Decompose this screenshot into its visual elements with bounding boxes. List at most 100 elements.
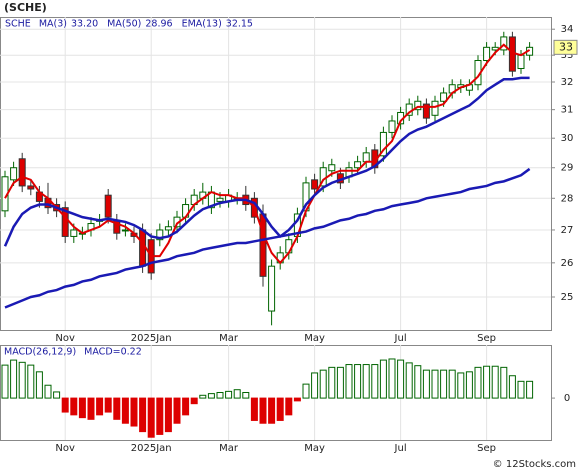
bar — [491, 365, 499, 399]
legend-name: MA(3) — [39, 19, 67, 30]
candle-body — [440, 92, 448, 102]
price-panel — [0, 17, 552, 331]
legend-value: 33.20 — [71, 19, 98, 30]
candle-body — [379, 131, 387, 157]
bar — [70, 397, 78, 416]
bar — [216, 392, 224, 399]
y-tick-label: 30 — [561, 133, 574, 144]
bar — [422, 369, 430, 399]
bar — [440, 369, 448, 399]
legend-name: MA(50) — [107, 19, 141, 30]
bar — [431, 369, 439, 399]
y-tick-label: 0 — [564, 393, 570, 404]
bar — [302, 383, 310, 399]
bar — [336, 366, 344, 399]
bar — [465, 371, 473, 399]
footer: © 12Stocks.com — [493, 459, 576, 470]
bar — [328, 366, 336, 399]
price-tag-box — [553, 39, 578, 55]
candle-body — [10, 167, 18, 181]
candle-body — [61, 207, 69, 237]
bar — [164, 397, 172, 433]
candle-body — [311, 179, 319, 190]
x-tick-label: 2025Jan — [131, 333, 172, 344]
bar — [379, 359, 387, 399]
bar — [362, 364, 370, 399]
candle-body — [259, 213, 267, 277]
bar — [190, 397, 198, 405]
candle-body — [354, 161, 362, 169]
bar — [1, 364, 9, 399]
bar — [87, 397, 95, 420]
candle-body — [431, 100, 439, 116]
bar — [199, 394, 207, 399]
macd-label: MACD=0.22 — [84, 347, 142, 358]
bar — [147, 397, 155, 438]
candle-body — [268, 265, 276, 312]
bar — [156, 397, 164, 435]
y-tick-label: 31 — [561, 105, 574, 116]
x-tick-label: 2025Jan — [131, 443, 172, 454]
line-series — [4, 43, 531, 265]
candle-body — [121, 229, 129, 232]
candle-body — [27, 185, 35, 190]
bar — [345, 364, 353, 399]
bar — [500, 366, 508, 399]
y-tick-label: 33 — [561, 50, 574, 61]
bar — [517, 380, 525, 399]
bar — [53, 391, 61, 399]
bar — [10, 359, 18, 399]
price-tag: 33 — [559, 40, 573, 53]
bar — [61, 397, 69, 413]
bar — [405, 362, 413, 399]
bar — [207, 393, 215, 399]
legend-name: EMA(13) — [182, 19, 222, 30]
y-tick-label: 29 — [561, 163, 574, 174]
x-tick-label: Mar — [219, 333, 239, 344]
x-tick-label: Jul — [394, 443, 407, 454]
bar — [182, 397, 190, 416]
bar — [250, 397, 258, 421]
bar — [354, 364, 362, 399]
bar — [44, 384, 52, 399]
candle-body — [362, 152, 370, 163]
bar — [371, 364, 379, 399]
legend-symbol: SCHE — [5, 19, 31, 30]
bar — [268, 397, 276, 424]
legend-value: 28.96 — [145, 19, 172, 30]
bar — [27, 364, 35, 399]
x-tick-label: Jul — [394, 333, 407, 344]
x-tick-label: Mar — [219, 443, 239, 454]
candle-body — [70, 229, 78, 237]
bar — [225, 390, 233, 399]
bar — [78, 397, 86, 419]
bar — [173, 397, 181, 424]
bar — [139, 397, 147, 433]
candle-body — [414, 100, 422, 111]
bar — [18, 361, 26, 399]
line-series — [4, 167, 531, 309]
bar — [104, 397, 112, 413]
bar — [483, 365, 491, 399]
bar — [319, 369, 327, 399]
macd-title: MACD(26,12,9) — [4, 347, 76, 358]
bar — [414, 365, 422, 399]
bar — [259, 397, 267, 424]
bar — [526, 380, 534, 399]
candle-body — [139, 229, 147, 267]
x-tick-label: May — [304, 443, 325, 454]
y-tick-label: 32 — [561, 77, 574, 88]
y-tick-label: 25 — [561, 292, 574, 303]
bar — [474, 366, 482, 399]
bar — [96, 397, 104, 416]
bar — [233, 389, 241, 399]
candle-body — [216, 197, 224, 202]
candle-body — [104, 194, 112, 218]
y-tick-label: 26 — [561, 258, 574, 269]
x-tick-label: Sep — [477, 443, 496, 454]
bar — [397, 359, 405, 399]
candle-body — [18, 158, 26, 187]
candle-body — [517, 54, 525, 70]
y-tick-label: 34 — [561, 24, 574, 35]
